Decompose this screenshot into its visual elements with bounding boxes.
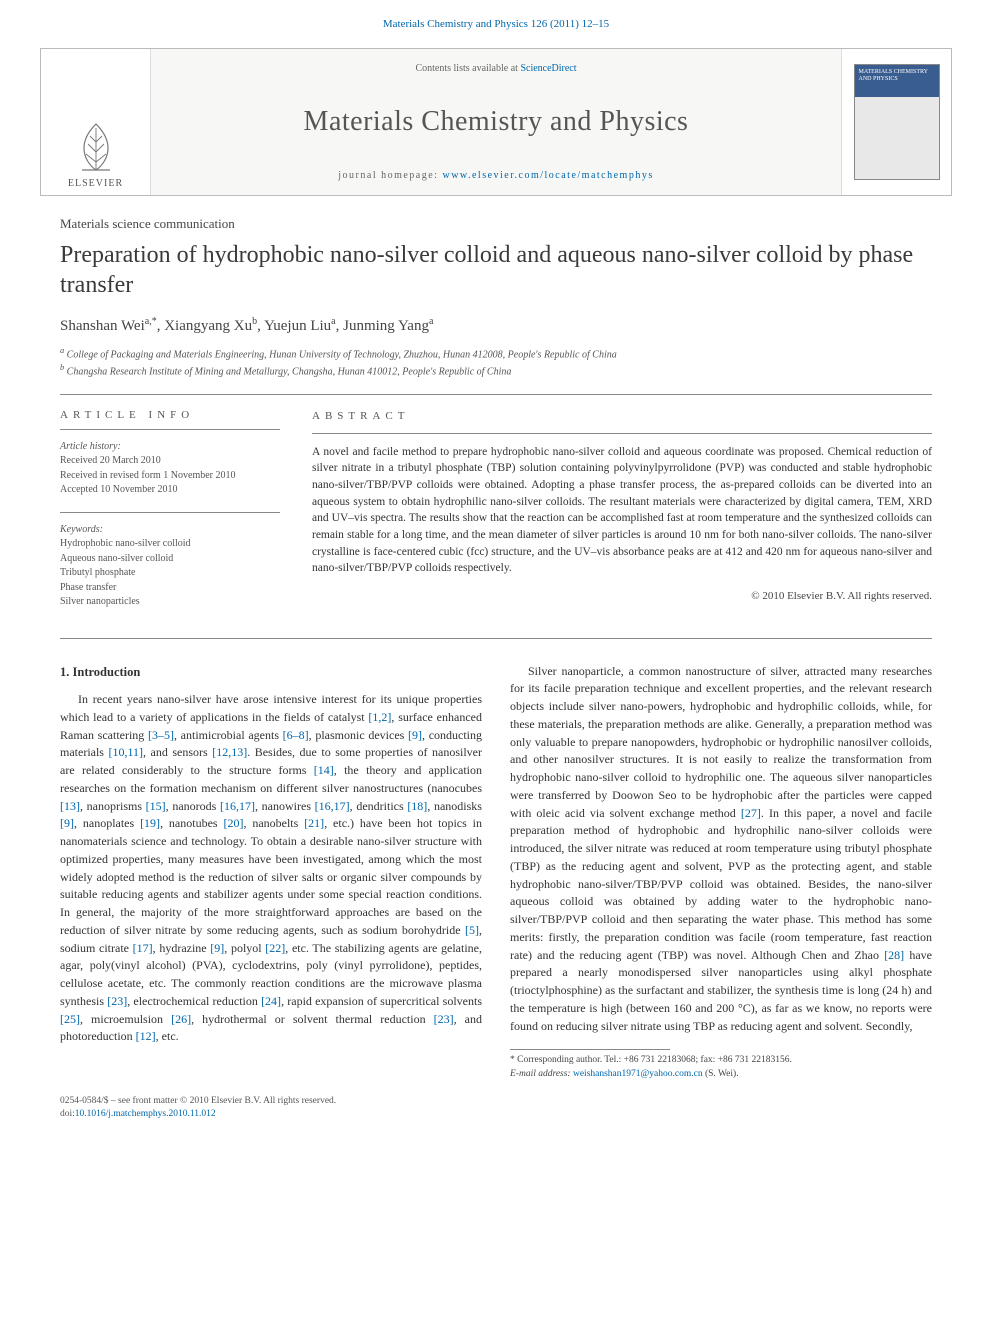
doi-line: doi:10.1016/j.matchemphys.2010.11.012 <box>60 1108 932 1121</box>
publisher-logo-cell: ELSEVIER <box>41 49 151 195</box>
citation-link[interactable]: [12] <box>136 1029 156 1043</box>
citation-link[interactable]: [19] <box>140 816 160 830</box>
footnotes: * Corresponding author. Tel.: +86 731 22… <box>510 1054 932 1081</box>
citation-link[interactable]: [10,11] <box>108 745 143 759</box>
citation-link[interactable]: [16,17] <box>315 799 350 813</box>
journal-title: Materials Chemistry and Physics <box>304 106 689 138</box>
contents-available: Contents lists available at ScienceDirec… <box>415 63 576 74</box>
info-heading: article info <box>60 409 280 421</box>
citation-link[interactable]: [14] <box>314 763 334 777</box>
keyword: Silver nanoparticles <box>60 595 280 610</box>
email-who: (S. Wei). <box>703 1069 739 1079</box>
history-title: Article history: <box>60 440 280 455</box>
citation-link[interactable]: [22] <box>265 941 285 955</box>
journal-masthead: ELSEVIER Contents lists available at Sci… <box>40 48 952 196</box>
email-label: E-mail address: <box>510 1069 573 1079</box>
elsevier-tree-icon <box>68 118 124 174</box>
footnote-separator <box>510 1049 670 1050</box>
citation-link[interactable]: [17] <box>133 941 153 955</box>
citation-link[interactable]: [13] <box>60 799 80 813</box>
author-list: Shanshan Weia,*, Xiangyang Xub, Yuejun L… <box>60 316 932 335</box>
abstract-rule <box>312 433 932 434</box>
citation-link[interactable]: [26] <box>171 1012 191 1026</box>
keywords-block: Keywords: Hydrophobic nano-silver colloi… <box>60 523 280 610</box>
citation-link[interactable]: [9] <box>60 816 74 830</box>
citation-link[interactable]: [20] <box>223 816 243 830</box>
history-line: Received 20 March 2010 <box>60 454 280 469</box>
citation-link[interactable]: [28] <box>884 948 904 962</box>
author-email-link[interactable]: weishanshan1971@yahoo.com.cn <box>573 1069 703 1079</box>
affiliations: a College of Packaging and Materials Eng… <box>60 345 932 380</box>
cover-thumb-title: MATERIALS CHEMISTRY AND PHYSICS <box>859 69 935 82</box>
citation-link[interactable]: [5] <box>465 923 479 937</box>
page-footer: 0254-0584/$ – see front matter © 2010 El… <box>60 1095 932 1122</box>
cover-cell: MATERIALS CHEMISTRY AND PHYSICS <box>841 49 951 195</box>
abstract-copyright: © 2010 Elsevier B.V. All rights reserved… <box>312 589 932 605</box>
divider-bottom <box>60 638 932 639</box>
publisher-name: ELSEVIER <box>68 178 123 189</box>
citation-link[interactable]: [9] <box>408 728 422 742</box>
section-heading-1: 1. Introduction <box>60 663 482 682</box>
homepage-prefix: journal homepage: <box>338 170 442 181</box>
abstract-text: A novel and facile method to prepare hyd… <box>312 444 932 577</box>
citation-link[interactable]: [25] <box>60 1012 80 1026</box>
doi-link[interactable]: 10.1016/j.matchemphys.2010.11.012 <box>75 1109 216 1119</box>
info-rule <box>60 512 280 513</box>
citation-link[interactable]: [3–5] <box>148 728 174 742</box>
info-abstract-row: article info Article history: Received 2… <box>60 395 932 624</box>
info-rule <box>60 429 280 430</box>
article-info-column: article info Article history: Received 2… <box>60 409 280 624</box>
body-paragraph: Silver nanoparticle, a common nanostruct… <box>510 663 932 1036</box>
article-history: Article history: Received 20 March 2010 … <box>60 440 280 498</box>
citation-link[interactable]: [12,13] <box>212 745 247 759</box>
abstract-column: abstract A novel and facile method to pr… <box>312 409 932 624</box>
front-matter-line: 0254-0584/$ – see front matter © 2010 El… <box>60 1095 932 1108</box>
doi-label: doi: <box>60 1109 75 1119</box>
keyword: Tributyl phosphate <box>60 566 280 581</box>
keyword: Phase transfer <box>60 581 280 596</box>
corresponding-author: * Corresponding author. Tel.: +86 731 22… <box>510 1054 932 1067</box>
citation-link[interactable]: [21] <box>304 816 324 830</box>
abstract-heading: abstract <box>312 409 932 425</box>
body-paragraph: In recent years nano-silver have arose i… <box>60 691 482 1046</box>
keyword: Aqueous nano-silver colloid <box>60 552 280 567</box>
citation-link[interactable]: [23] <box>434 1012 454 1026</box>
citation-link[interactable]: [1,2] <box>368 710 391 724</box>
homepage-link[interactable]: www.elsevier.com/locate/matchemphys <box>442 170 653 181</box>
keyword: Hydrophobic nano-silver colloid <box>60 537 280 552</box>
article-type: Materials science communication <box>60 216 932 232</box>
body-two-column: 1. Introduction In recent years nano-sil… <box>60 663 932 1081</box>
history-line: Accepted 10 November 2010 <box>60 483 280 498</box>
citation-link[interactable]: Materials Chemistry and Physics 126 (201… <box>383 18 609 30</box>
citation-link[interactable]: [18] <box>407 799 427 813</box>
journal-cover-thumbnail: MATERIALS CHEMISTRY AND PHYSICS <box>854 64 940 180</box>
citation-link[interactable]: [27] <box>741 806 761 820</box>
citation-link[interactable]: [16,17] <box>220 799 255 813</box>
contents-prefix: Contents lists available at <box>415 63 520 74</box>
history-line: Received in revised form 1 November 2010 <box>60 469 280 484</box>
running-header: Materials Chemistry and Physics 126 (201… <box>0 0 992 40</box>
citation-link[interactable]: [23] <box>107 994 127 1008</box>
email-line: E-mail address: weishanshan1971@yahoo.co… <box>510 1068 932 1081</box>
article-title: Preparation of hydrophobic nano-silver c… <box>60 240 932 300</box>
keywords-title: Keywords: <box>60 523 280 538</box>
journal-center: Contents lists available at ScienceDirec… <box>151 49 841 195</box>
citation-link[interactable]: [9] <box>210 941 224 955</box>
citation-link[interactable]: [6–8] <box>283 728 309 742</box>
citation-link[interactable]: [15] <box>146 799 166 813</box>
article-header: Materials science communication Preparat… <box>60 216 932 380</box>
sciencedirect-link[interactable]: ScienceDirect <box>520 63 576 74</box>
citation-link[interactable]: [24] <box>261 994 281 1008</box>
journal-homepage: journal homepage: www.elsevier.com/locat… <box>338 170 653 181</box>
